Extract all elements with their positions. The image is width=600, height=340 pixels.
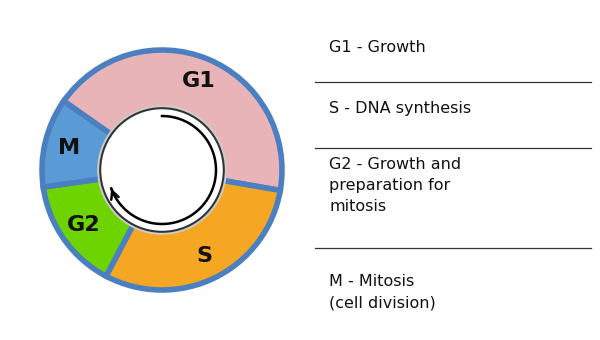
Circle shape (100, 107, 224, 233)
Text: G1: G1 (182, 71, 215, 91)
Text: G1 - Growth: G1 - Growth (329, 40, 426, 55)
Text: S - DNA synthesis: S - DNA synthesis (329, 101, 472, 116)
Text: G2: G2 (67, 215, 100, 235)
Wedge shape (42, 101, 113, 187)
Circle shape (97, 105, 227, 235)
Text: S: S (196, 246, 212, 266)
Wedge shape (64, 50, 282, 190)
Text: G2 - Growth and
preparation for
mitosis: G2 - Growth and preparation for mitosis (329, 157, 461, 214)
Wedge shape (43, 178, 134, 276)
Wedge shape (106, 180, 280, 290)
Text: M - Mitosis
(cell division): M - Mitosis (cell division) (329, 274, 436, 310)
Text: M: M (58, 138, 80, 158)
